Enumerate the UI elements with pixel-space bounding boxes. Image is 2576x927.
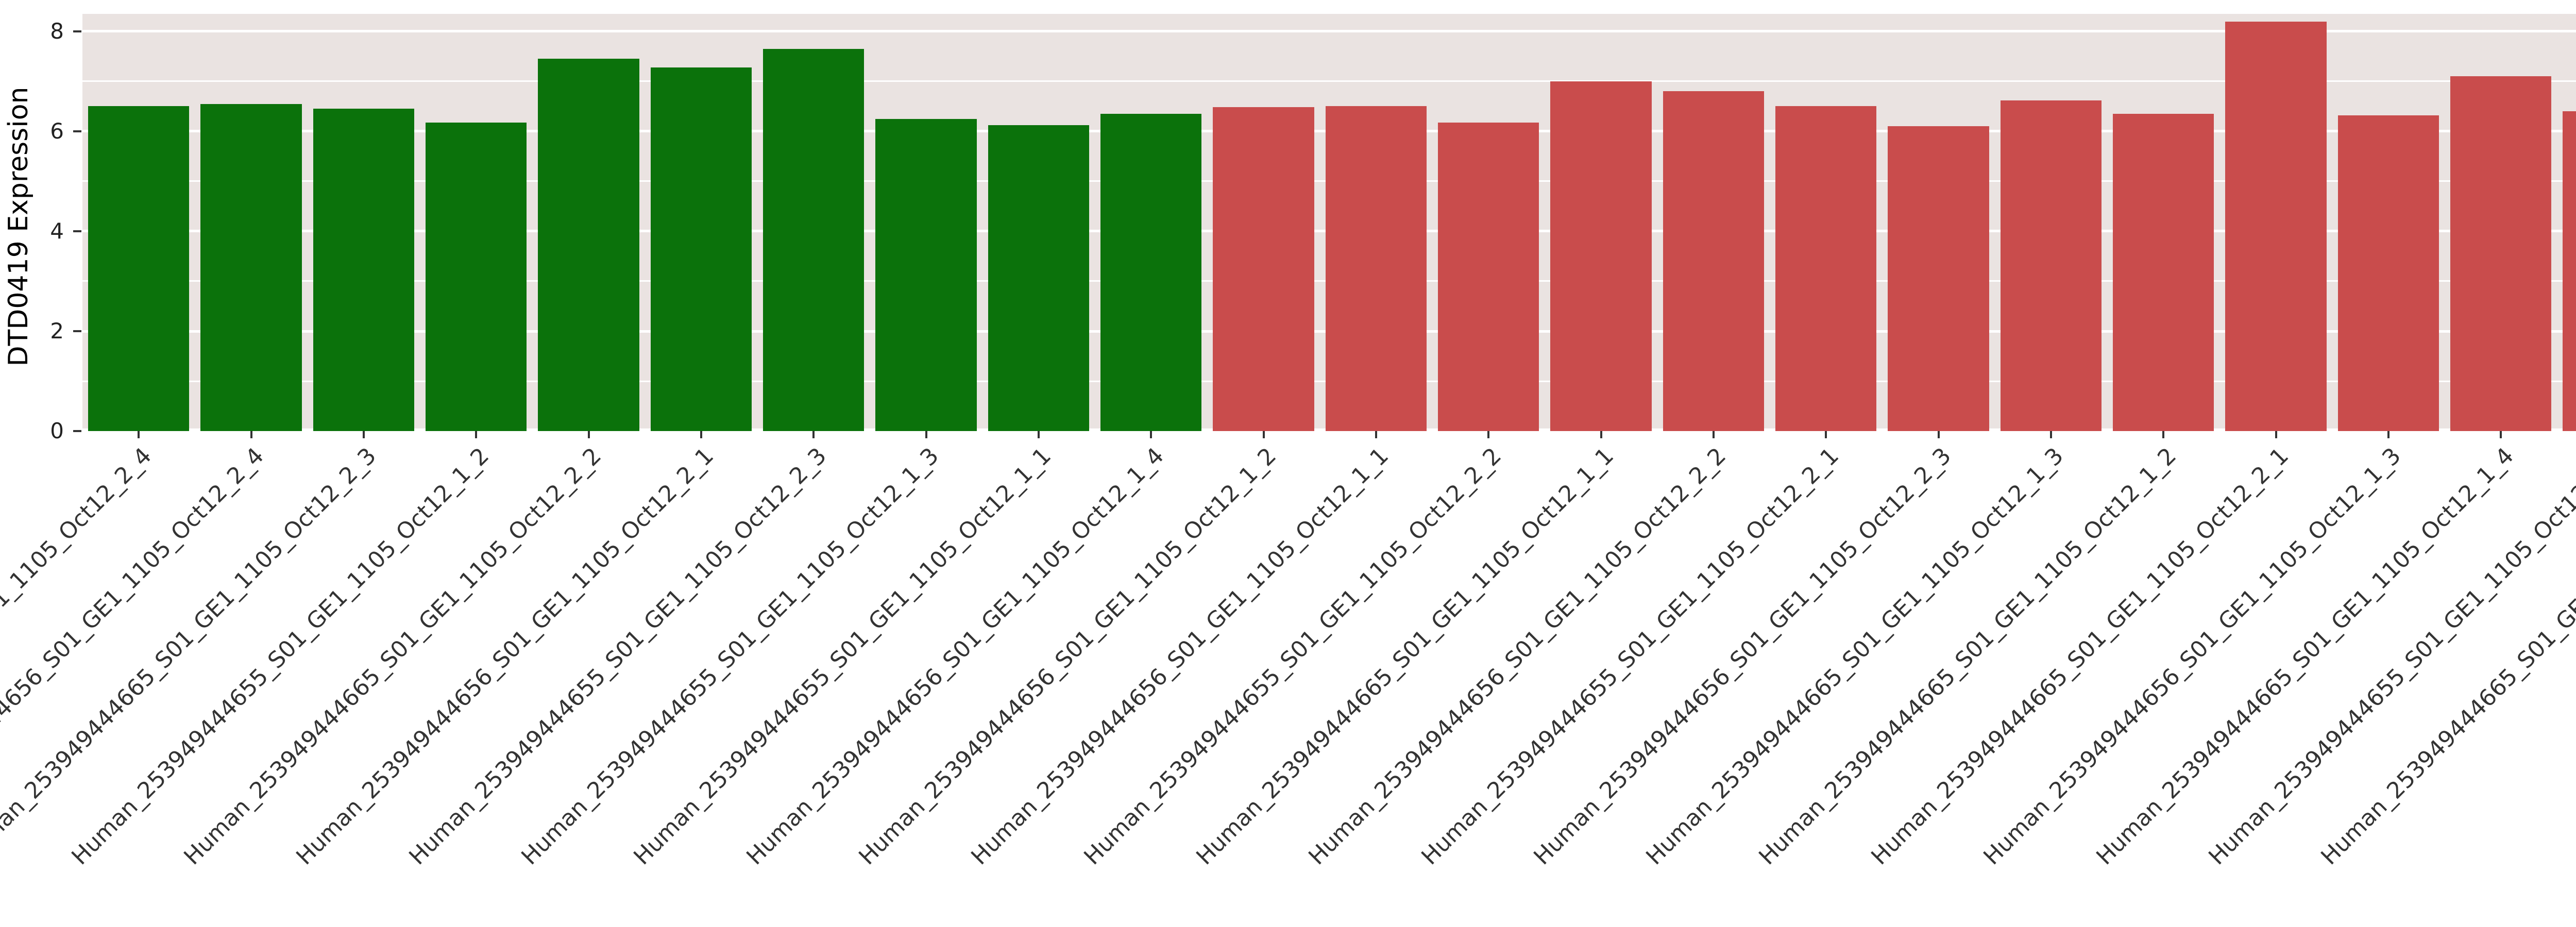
x-tick-mark: [2275, 431, 2277, 438]
x-tick-mark: [475, 431, 478, 438]
gridline-minor: [82, 80, 2576, 82]
x-tick-mark: [1375, 431, 1377, 438]
x-tick-label-text: Human_253949444655_S01_GE1_1105_Oct12_2_…: [1416, 442, 1844, 870]
bar: [1663, 91, 1765, 431]
x-tick-mark: [2500, 431, 2502, 438]
bar: [425, 122, 527, 431]
x-tick-label-text: Human_253949444655_S01_GE1_1105_Oct12_1_…: [66, 442, 494, 870]
x-tick-mark: [925, 431, 927, 438]
bar: [1888, 126, 1989, 431]
bar: [875, 118, 977, 431]
bar: [2000, 100, 2102, 431]
x-tick-label-text: Human_253949444655_S01_GE1_1105_Oct12_2_…: [1079, 442, 1506, 870]
gridline-major: [82, 30, 2576, 33]
y-tick-mark: [73, 230, 81, 232]
x-tick-mark: [2162, 431, 2165, 438]
x-tick-label-text: Human_253949444655_S01_GE1_1105_Oct12_1_…: [516, 442, 944, 870]
y-tick-mark: [73, 30, 81, 32]
x-tick-mark: [812, 431, 815, 438]
x-tick-mark: [138, 431, 140, 438]
y-tick-mark: [73, 430, 81, 432]
bar: [313, 109, 415, 431]
y-tick-label: 4: [50, 218, 64, 244]
bar: [88, 106, 190, 431]
x-tick-label-text: Human_253949444656_S01_GE1_1105_Oct12_1_…: [854, 442, 1282, 870]
x-tick-label-text: Human_253949444656_S01_GE1_1105_Oct12_2_…: [291, 442, 719, 870]
x-tick-mark: [250, 431, 252, 438]
y-tick-label: 2: [50, 318, 64, 344]
x-tick-mark: [587, 431, 590, 438]
y-tick-mark: [73, 130, 81, 132]
x-tick-mark: [1037, 431, 1040, 438]
x-tick-mark: [1825, 431, 1827, 438]
x-tick-label-text: Human_253949444656_S01_GE1_1105_Oct12_1_…: [741, 442, 1169, 870]
x-tick-mark: [362, 431, 365, 438]
x-tick-label-text: Human_253949444665_S01_GE1_1105_Oct12_1_…: [2091, 442, 2519, 870]
bar: [2112, 114, 2214, 431]
x-tick-mark: [1712, 431, 1715, 438]
x-tick-mark: [1262, 431, 1265, 438]
y-tick-label: 8: [50, 18, 64, 44]
x-tick-label-text: Human_253949444665_S01_GE1_1105_Oct12_2_…: [1866, 442, 2294, 870]
x-tick-label-text: Human_253949444655_S01_GE1_1105_Oct12_1_…: [629, 442, 1057, 870]
x-tick-mark: [1600, 431, 1602, 438]
bar: [2225, 21, 2327, 431]
x-tick-label-text: Human_253949444656_S01_GE1_1105_Oct12_2_…: [1529, 442, 1957, 870]
y-tick-label: 6: [50, 118, 64, 144]
bar: [762, 48, 865, 431]
bar: [538, 59, 639, 431]
x-tick-mark: [700, 431, 702, 438]
x-tick-mark: [2387, 431, 2389, 438]
bar: [2563, 111, 2576, 431]
bar: [1325, 106, 1427, 431]
x-tick-label-text: Human_253949444655_S01_GE1_1105_Oct12_2_…: [404, 442, 832, 870]
x-tick-label-text: Human_253949444665_S01_GE1_1105_Oct12_1_…: [1754, 442, 2181, 870]
bar: [988, 125, 1090, 431]
x-tick-label-text: Human_253949444665_S01_GE1_1105_Oct12_2_…: [179, 442, 607, 870]
bar: [650, 67, 752, 431]
bar: [1437, 122, 1539, 431]
bar: [2337, 115, 2439, 431]
x-tick-label-text: Human_253949444656_S01_GE1_1105_Oct12_2_…: [1303, 442, 1732, 870]
x-tick-label-text: Human_253949444665_S01_GE1_1105_Oct12_1_…: [1191, 442, 1619, 870]
x-tick-label-text: Human_253949444665_S01_GE1_1105_Oct12_1_…: [1641, 442, 2069, 870]
plot-panel: [82, 14, 2576, 431]
x-tick-mark: [1937, 431, 1940, 438]
bar: [2450, 76, 2552, 431]
x-tick-label-text: Human_253949444656_S01_GE1_1105_Oct12_1_…: [966, 442, 1394, 870]
x-tick-label-text: Human_253949444656_S01_GE1_1105_Oct12_1_…: [1978, 442, 2406, 870]
x-tick-mark: [1487, 431, 1490, 438]
bar: [200, 104, 302, 431]
y-tick-mark: [73, 330, 81, 332]
x-tick-mark: [2049, 431, 2052, 438]
bar: [1550, 81, 1652, 431]
bar: [1100, 114, 1202, 431]
bar: [1213, 107, 1314, 431]
x-tick-mark: [1150, 431, 1153, 438]
y-tick-label: 0: [50, 418, 64, 443]
bar: [1775, 106, 1877, 431]
